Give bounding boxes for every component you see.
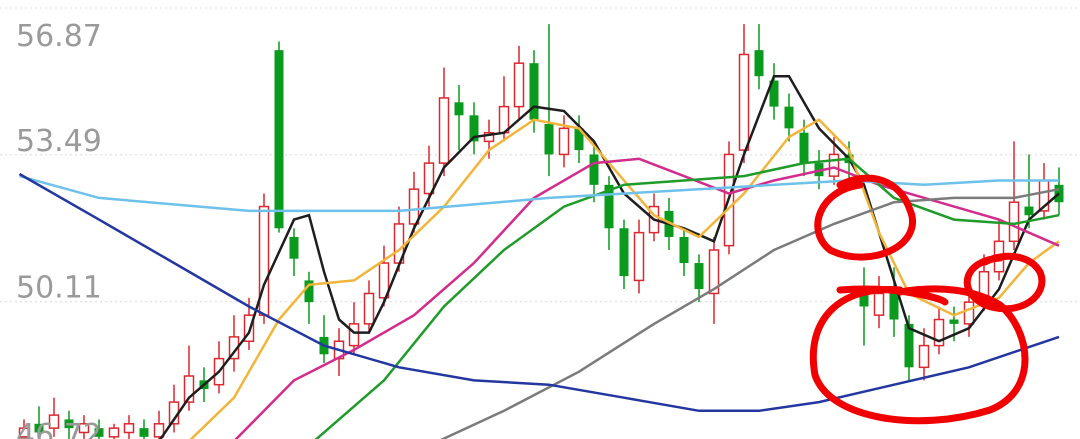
hand-circle <box>963 252 1046 313</box>
candle-body <box>679 236 689 264</box>
y-tick-label: 46.72 <box>16 418 102 439</box>
candle-body <box>483 131 495 143</box>
candle-body <box>784 106 794 129</box>
candle-body <box>859 289 869 307</box>
candle-body <box>544 124 554 155</box>
candle-body <box>64 419 74 429</box>
y-tick-label: 56.87 <box>16 19 102 54</box>
candle-body <box>633 231 645 282</box>
candle-body <box>34 423 44 433</box>
candle-body <box>708 249 720 295</box>
candle-body <box>78 423 90 434</box>
y-tick-label: 50.11 <box>16 271 102 306</box>
candle-body <box>694 263 704 290</box>
y-axis: 56.87 53.49 50.11 46.72 <box>16 19 102 439</box>
candle-body <box>108 427 120 438</box>
candle-body <box>558 127 570 156</box>
candle-body <box>363 292 375 325</box>
candle-body <box>183 375 195 403</box>
candle-body <box>454 102 464 116</box>
candle-body <box>348 323 360 347</box>
candle-body <box>513 62 525 108</box>
moving-average-line <box>19 174 1059 213</box>
candle-body <box>799 132 809 164</box>
candle-body <box>304 280 314 303</box>
candle-body <box>423 162 435 195</box>
moving-average-line <box>18 172 1060 413</box>
candle-body <box>18 427 30 438</box>
candle-body <box>438 97 450 164</box>
y-tick-label: 53.49 <box>16 124 102 159</box>
moving-average-line <box>234 157 1060 439</box>
candle-body <box>153 423 165 438</box>
candle-body <box>754 50 764 77</box>
candle-body <box>769 80 779 107</box>
candle-body <box>1024 206 1034 216</box>
candle-body <box>889 293 899 320</box>
candle-body <box>604 184 614 229</box>
candle-body <box>123 423 135 434</box>
hand-circle <box>814 174 916 261</box>
candle-body <box>963 301 975 325</box>
candle-body <box>1008 201 1020 243</box>
candle-body <box>873 292 885 316</box>
plot <box>18 24 1064 439</box>
candle-body <box>274 50 284 229</box>
candle-body <box>408 188 420 225</box>
moving-average-line <box>314 157 1060 439</box>
candle-body <box>828 153 840 177</box>
candle-body <box>589 154 599 185</box>
candle-body <box>378 262 390 299</box>
candle-body <box>529 63 539 120</box>
candle-body <box>738 53 750 151</box>
candle-body <box>619 228 629 277</box>
candle-body <box>139 428 149 437</box>
candle-body <box>48 414 60 429</box>
hand-circle <box>809 285 1029 425</box>
candle-body <box>574 128 584 151</box>
candle-body <box>933 318 945 347</box>
candle-body <box>949 319 959 324</box>
candle-body <box>904 323 914 368</box>
moving-average-line <box>189 118 1060 439</box>
candle-body <box>243 314 255 342</box>
candle-body <box>289 236 299 259</box>
candle-body <box>469 115 479 142</box>
annotations <box>809 174 1046 425</box>
candle-body <box>918 344 930 369</box>
candle-body <box>94 428 104 437</box>
